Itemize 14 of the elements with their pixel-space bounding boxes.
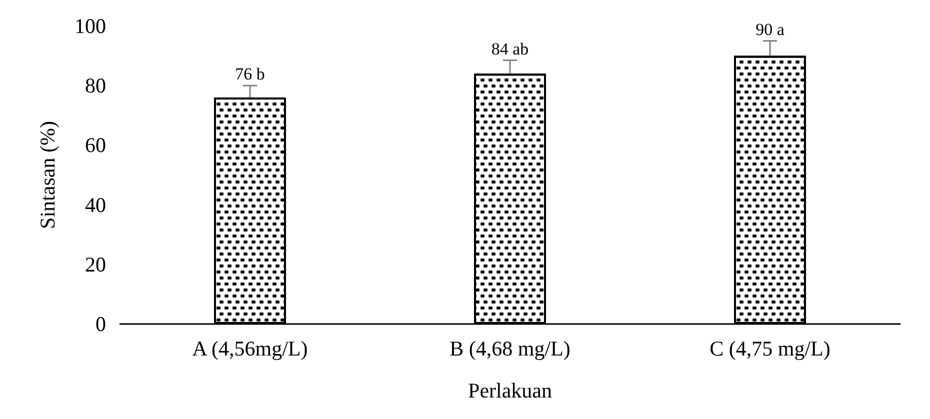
y-tick-label: 100 (74, 14, 106, 38)
x-axis-title: Perlakuan (468, 378, 552, 402)
y-tick-label: 80 (85, 74, 106, 98)
x-tick-label: C (4,75 mg/L) (710, 336, 830, 360)
y-tick-label: 20 (85, 252, 106, 276)
x-tick-label: B (4,68 mg/L) (450, 336, 570, 360)
data-label: 84 ab (491, 39, 529, 58)
y-tick-label: 0 (96, 312, 106, 336)
x-tick-label: A (4,56mg/L) (192, 336, 308, 360)
data-label: 90 a (756, 20, 785, 39)
y-tick-label: 60 (85, 133, 106, 158)
y-axis-title: Sintasan (%) (36, 121, 60, 229)
data-label: 76 b (235, 64, 265, 84)
y-tick-label: 40 (85, 192, 106, 217)
